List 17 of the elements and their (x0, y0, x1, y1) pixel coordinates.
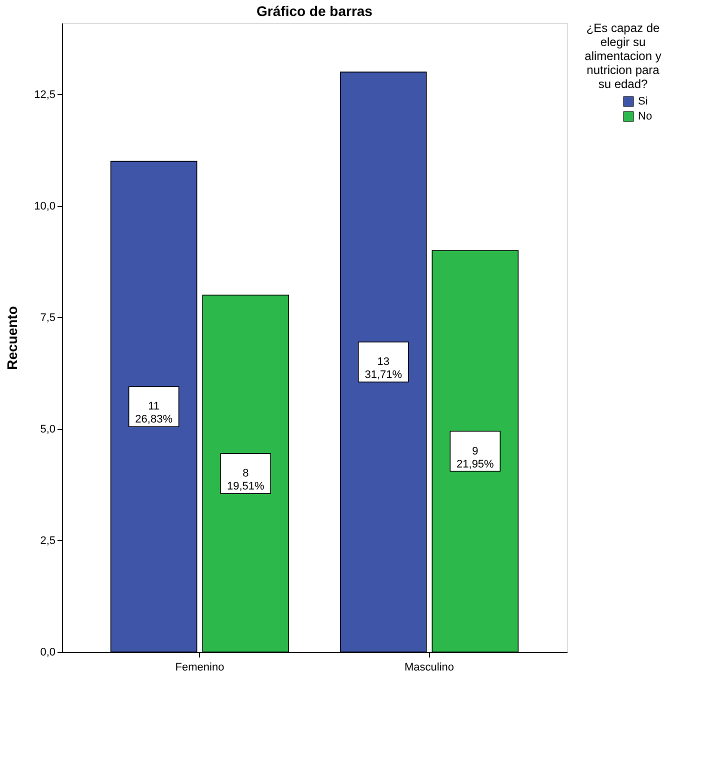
y-tick-label: 10,0 (34, 200, 56, 212)
y-tick-label: 12,5 (34, 88, 56, 101)
y-tick-label: 5,0 (40, 423, 56, 436)
data-label: 8 19,51% (226, 468, 265, 493)
y-axis-title: Recuento (4, 306, 20, 370)
data-label: 13 31,71% (364, 356, 402, 382)
y-tick-label: 2,5 (40, 534, 56, 547)
y-tick-label: 7,5 (40, 312, 56, 324)
x-tick-label: Masculino (404, 662, 454, 674)
legend-label: Si (638, 96, 648, 108)
data-label: 9 21,95% (456, 445, 494, 470)
legend-title: ¿Es capaz de elegir su alimentacion y nutricion para su edad? (584, 21, 662, 91)
legend-label: No (638, 110, 652, 122)
chart-title: Gráfico de barras (256, 3, 373, 19)
x-tick-label: Femenino (175, 662, 224, 674)
y-tick-label: 0,0 (40, 646, 56, 658)
data-label: 11 26,83% (135, 400, 173, 426)
